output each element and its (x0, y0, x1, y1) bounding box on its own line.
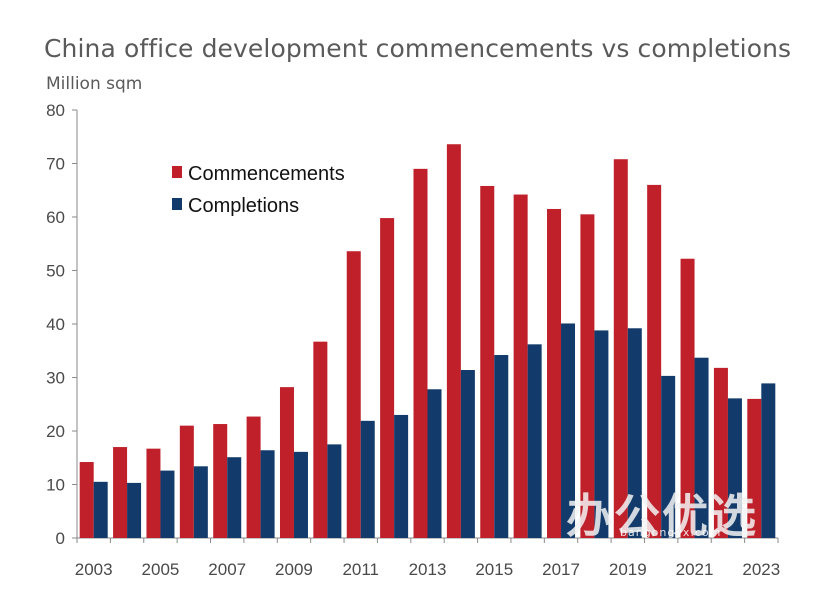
bar-commencements-2005 (146, 448, 161, 538)
x-tick-label: 2003 (75, 560, 113, 579)
bar-commencements-2022 (713, 367, 728, 538)
legend-swatch-commencements (172, 166, 182, 178)
bar-commencements-2010 (313, 341, 328, 538)
y-tick-label: 70 (46, 155, 65, 174)
legend-label-completions: Completions (188, 195, 299, 217)
bar-completions-2004 (127, 482, 142, 538)
bar-completions-2010 (327, 444, 342, 538)
bar-completions-2018 (594, 330, 609, 538)
x-tick-label: 2021 (676, 560, 714, 579)
x-tick-label: 2007 (208, 560, 246, 579)
x-tick-label: 2017 (542, 560, 580, 579)
bar-completions-2023 (761, 383, 776, 538)
bar-completions-2014 (460, 370, 475, 538)
bar-commencements-2004 (113, 447, 128, 538)
watermark-url: bangongyx.com (620, 526, 722, 539)
bar-completions-2009 (293, 451, 308, 538)
bar-completions-2005 (160, 470, 175, 538)
bar-completions-2003 (93, 481, 108, 538)
bar-completions-2019 (627, 328, 642, 538)
bar-commencements-2016 (513, 194, 528, 538)
y-tick-label: 60 (46, 208, 65, 227)
bar-completions-2008 (260, 450, 275, 538)
y-axis-unit-label: Million sqm (46, 74, 143, 94)
bar-commencements-2009 (279, 387, 294, 538)
y-tick-label: 30 (46, 369, 65, 388)
bar-commencements-2017 (547, 208, 562, 538)
x-tick-label: 2011 (342, 560, 379, 579)
bar-completions-2012 (394, 414, 409, 538)
bar-completions-2015 (494, 355, 509, 538)
bar-commencements-2014 (446, 144, 461, 539)
bar-commencements-2003 (79, 462, 94, 538)
y-tick-label: 10 (46, 476, 65, 495)
bar-commencements-2020 (647, 184, 662, 538)
bar-completions-2017 (561, 323, 576, 538)
x-tick-label: 2005 (142, 560, 180, 579)
bar-completions-2006 (193, 466, 208, 538)
bar-commencements-2006 (179, 425, 194, 538)
bar-commencements-2012 (380, 218, 395, 538)
bar-completions-2021 (694, 357, 709, 538)
bar-completions-2016 (527, 344, 542, 538)
bar-completions-2022 (727, 398, 742, 538)
x-tick-label: 2015 (475, 560, 513, 579)
bar-commencements-2007 (213, 424, 228, 538)
bar-commencements-2019 (613, 159, 628, 538)
legend-label-commencements: Commencements (188, 163, 345, 185)
x-tick-label: 2009 (275, 560, 313, 579)
x-tick-label: 2023 (742, 560, 780, 579)
bar-commencements-2021 (680, 258, 695, 538)
legend-swatch-completions (172, 198, 182, 210)
y-tick-label: 80 (46, 101, 65, 120)
y-tick-label: 0 (56, 529, 65, 548)
bar-completions-2013 (427, 389, 442, 538)
bar-commencements-2015 (480, 185, 495, 538)
bar-commencements-2018 (580, 214, 595, 538)
bar-completions-2020 (661, 375, 676, 538)
x-tick-label: 2019 (609, 560, 647, 579)
bar-commencements-2023 (747, 398, 762, 538)
x-tick-label: 2013 (409, 560, 447, 579)
bar-commencements-2008 (246, 416, 261, 538)
chart-title: China office development commencements v… (44, 34, 792, 63)
watermark-logo: 办公优选 (566, 489, 758, 543)
y-tick-label: 20 (46, 422, 65, 441)
y-tick-label: 50 (46, 262, 65, 281)
bar-commencements-2013 (413, 168, 428, 538)
bar-commencements-2011 (346, 251, 361, 539)
bar-completions-2007 (227, 457, 242, 538)
y-tick-label: 40 (46, 315, 65, 334)
bar-completions-2011 (360, 420, 375, 538)
